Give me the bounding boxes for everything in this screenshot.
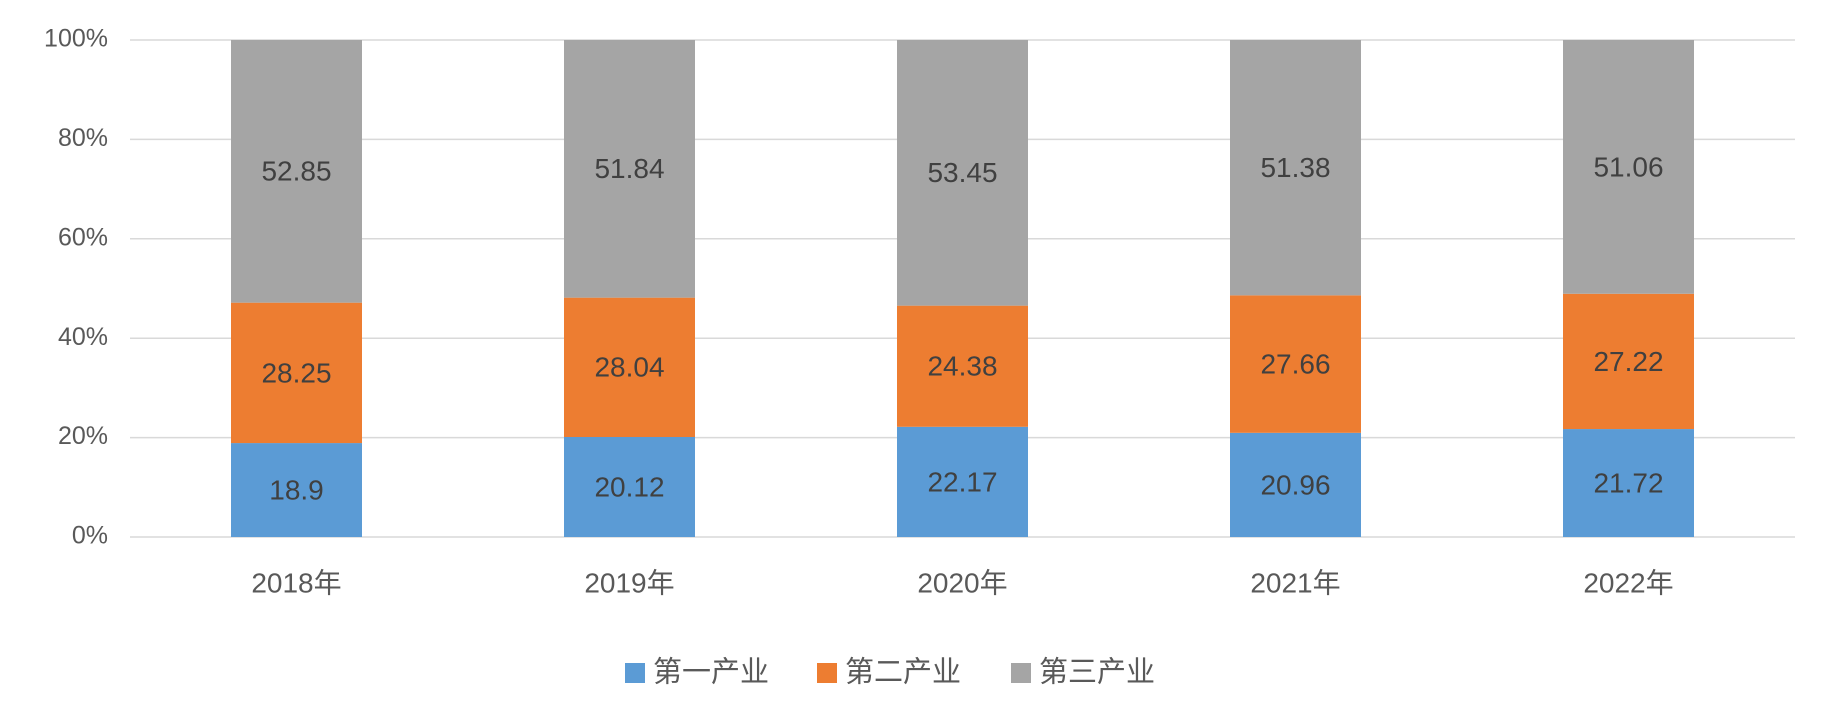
data-label: 51.06 — [1593, 151, 1663, 182]
legend-label: 第一产业 — [653, 656, 769, 689]
y-tick-label: 40% — [58, 323, 108, 351]
y-tick-label: 20% — [58, 422, 108, 450]
y-tick-label: 0% — [72, 522, 108, 550]
x-tick-label: 2020年 — [917, 567, 1007, 598]
data-label: 28.04 — [594, 352, 664, 383]
x-tick-label: 2018年 — [251, 567, 341, 598]
data-label: 27.66 — [1260, 348, 1330, 379]
data-label: 20.12 — [594, 471, 664, 502]
bar-segment — [564, 437, 695, 537]
legend: 第一产业 第二产业 第三产业 — [625, 656, 1155, 689]
bar-segment — [897, 40, 1028, 306]
y-axis-tick-labels: 0% 20% 40% 60% 80% 100% — [44, 25, 108, 550]
bar-segment — [1230, 40, 1361, 296]
bar-segment — [1230, 432, 1361, 537]
legend-swatch — [625, 663, 645, 683]
bars: 18.9 28.25 52.85 20.12 28.04 51.84 22.17 24.38 5… — [231, 40, 1694, 537]
bar-segment — [564, 40, 695, 298]
legend-label: 第三产业 — [1039, 656, 1155, 689]
data-label: 20.96 — [1260, 469, 1330, 500]
legend-swatch — [817, 663, 837, 683]
data-label: 52.85 — [261, 156, 331, 187]
data-label: 51.38 — [1260, 152, 1330, 183]
bar-segment — [231, 443, 362, 537]
data-label: 28.25 — [261, 357, 331, 388]
y-tick-label: 100% — [44, 25, 108, 53]
legend-swatch — [1011, 663, 1031, 683]
bar-segment — [1563, 293, 1694, 430]
data-label: 51.84 — [594, 153, 664, 184]
legend-label: 第二产业 — [845, 656, 961, 689]
bar-segment — [564, 297, 695, 438]
x-axis-tick-labels: 2018年 2019年 2020年 2021年 2022年 — [251, 567, 1673, 598]
bar-segment — [231, 302, 362, 444]
x-tick-label: 2021年 — [1250, 567, 1340, 598]
bar-segment — [897, 305, 1028, 427]
data-label: 21.72 — [1593, 467, 1663, 498]
y-tick-label: 80% — [58, 124, 108, 152]
bar-segment — [231, 40, 362, 303]
data-label: 18.9 — [269, 474, 324, 505]
x-tick-label: 2019年 — [584, 567, 674, 598]
y-tick-label: 60% — [58, 223, 108, 251]
data-label: 53.45 — [927, 157, 997, 188]
x-tick-label: 2022年 — [1583, 567, 1673, 598]
data-label: 22.17 — [927, 466, 997, 497]
bar-segment — [897, 426, 1028, 537]
data-label: 27.22 — [1593, 346, 1663, 377]
data-label: 24.38 — [927, 351, 997, 382]
bar-segment — [1563, 429, 1694, 537]
bar-segment — [1563, 40, 1694, 294]
bar-segment — [1230, 295, 1361, 433]
